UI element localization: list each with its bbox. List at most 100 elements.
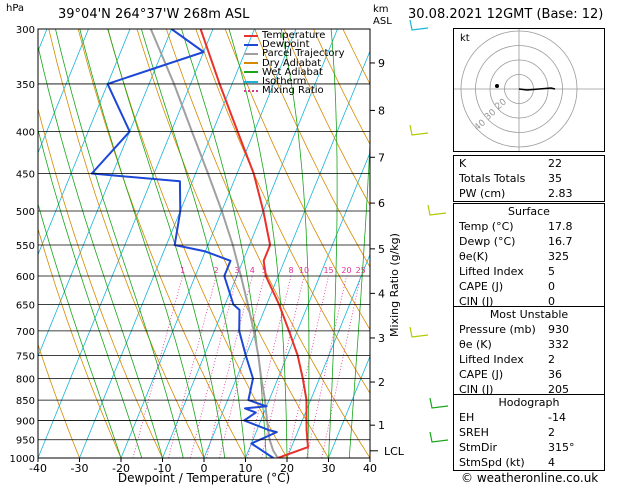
index-value: 205 <box>548 383 569 396</box>
wind-barb <box>409 19 429 31</box>
isotherm-line <box>38 29 214 458</box>
hodograph-ring-label: 20 <box>494 97 509 112</box>
index-label: CAPE (J) <box>459 280 504 293</box>
pressure-tick-label: 900 <box>16 416 35 427</box>
legend-label: Dewpoint <box>262 39 310 51</box>
mixing-ratio-axis-label: Mixing Ratio (g/kg) <box>388 233 401 337</box>
legend-swatch <box>244 43 258 46</box>
index-row: CIN (J) 205 <box>454 382 604 397</box>
index-label: StmSpd (kt) <box>459 456 525 469</box>
x-tick-label: 20 <box>280 462 294 475</box>
pressure-tick-label: 450 <box>16 169 35 180</box>
mixing-ratio-label: 8 <box>288 266 293 275</box>
lcl-label: LCL <box>384 445 405 458</box>
km-label: km <box>373 4 389 15</box>
isotherm-line <box>79 29 255 458</box>
legend-entry: Wet Adiabat <box>244 67 345 77</box>
top-indices: K 22 Totals Totals 35 PW (cm) 2.83 <box>454 156 604 201</box>
mixing-ratio-label: 5 <box>262 266 267 275</box>
index-row: Lifted Index 5 <box>454 264 604 279</box>
x-tick-label: 10 <box>239 462 253 475</box>
isotherm-line <box>203 50 370 458</box>
indices-panel: K 22 Totals Totals 35 PW (cm) 2.83 <box>453 155 605 202</box>
isotherm-line <box>0 29 6 458</box>
km-tick-label: 5 <box>378 243 385 256</box>
wet-adiabat <box>55 29 184 458</box>
index-label: Temp (°C) <box>459 220 514 233</box>
index-value: 0 <box>548 295 555 308</box>
pressure-tick-label: 500 <box>16 207 35 218</box>
km-tick-label: 1 <box>378 419 385 432</box>
index-row: Temp (°C) 17.8 <box>454 219 604 234</box>
mixing-ratio-label: 4 <box>250 266 255 275</box>
index-label: EH <box>459 411 475 424</box>
unstable-indices: Pressure (mb) 930 θe (K) 332 Lifted Index 2 CA… <box>454 322 604 397</box>
hodograph-unit: kt <box>460 33 470 44</box>
legend-label: Dry Adiabat <box>262 57 322 69</box>
index-row: Totals Totals 35 <box>454 171 604 186</box>
wind-barb <box>429 431 449 443</box>
legend-entry: Isotherm <box>244 75 345 87</box>
index-value: 0 <box>548 280 555 293</box>
dry-adiabat <box>254 29 370 268</box>
km-tick-label: 8 <box>378 104 385 117</box>
index-value: 2.83 <box>548 187 573 200</box>
surface-title: Surface <box>508 205 550 218</box>
index-row: SREH 2 <box>454 425 604 440</box>
x-tick-label: -30 <box>71 462 89 475</box>
pressure-tick-label: 550 <box>16 241 35 252</box>
mixing-ratio-label: 20 <box>341 266 351 275</box>
index-label: CIN (J) <box>459 295 494 308</box>
index-row: EH -14 <box>454 410 604 425</box>
pressure-tick-label: 750 <box>16 351 35 362</box>
legend-swatch <box>244 80 258 83</box>
hodograph-panel: kt 40 30 20 <box>453 28 605 152</box>
hodo-indices-panel: Hodograph EH -14 SREH 2 StmDir 315° StmSpd (kt… <box>453 394 605 471</box>
index-label: K <box>459 157 467 170</box>
legend-entry: Mixing Ratio <box>244 85 345 97</box>
isotherm-line <box>38 29 172 358</box>
isotherm-line <box>286 253 370 458</box>
wind-barb <box>427 204 447 216</box>
index-label: θe (K) <box>459 338 492 351</box>
index-value: 930 <box>548 323 569 336</box>
index-value: 17.8 <box>548 220 573 233</box>
legend-label: Mixing Ratio <box>262 85 324 97</box>
index-row: CAPE (J) 36 <box>454 367 604 382</box>
index-value: 4 <box>548 456 555 469</box>
dry-adiabat <box>38 343 80 458</box>
storm-motion-marker <box>495 84 499 88</box>
mixing-ratio-label: 15 <box>323 266 333 275</box>
index-value: 315° <box>548 441 575 454</box>
x-tick-label: -10 <box>154 462 172 475</box>
pressure-tick-label: 700 <box>16 327 35 338</box>
legend-entry: Parcel Trajectory <box>244 49 345 59</box>
pressure-tick-label: 600 <box>16 272 35 283</box>
legend-entry: Temperature <box>244 30 345 41</box>
pressure-tick-label: 950 <box>16 436 35 447</box>
dry-adiabat <box>77 29 246 458</box>
index-label: CAPE (J) <box>459 368 504 381</box>
pressure-tick-label: 300 <box>16 25 35 36</box>
isotherm-line <box>162 29 338 458</box>
location-title: 39°04'N 264°37'W 268m ASL <box>58 7 250 22</box>
mixing-ratio-label: 25 <box>356 266 366 275</box>
index-label: CIN (J) <box>459 383 494 396</box>
x-tick-label: -20 <box>112 462 130 475</box>
index-value: 36 <box>548 368 562 381</box>
legend-label: Isotherm <box>262 75 307 87</box>
index-label: Lifted Index <box>459 353 524 366</box>
mixing-ratio-label: 1 <box>180 266 185 275</box>
wind-barb <box>429 397 449 409</box>
index-label: Dewp (°C) <box>459 235 516 248</box>
legend-swatch <box>244 71 258 74</box>
index-row: Lifted Index 2 <box>454 352 604 367</box>
legend: Temperature Dewpoint Parcel Trajectory Dry … <box>244 30 345 97</box>
datetime-title: 30.08.2021 12GMT (Base: 12) <box>408 7 604 22</box>
index-value: 35 <box>548 172 562 185</box>
km-tick-label: 6 <box>378 197 385 210</box>
dry-adiabat <box>283 29 370 207</box>
legend-swatch <box>244 52 258 55</box>
index-label: SREH <box>459 426 489 439</box>
